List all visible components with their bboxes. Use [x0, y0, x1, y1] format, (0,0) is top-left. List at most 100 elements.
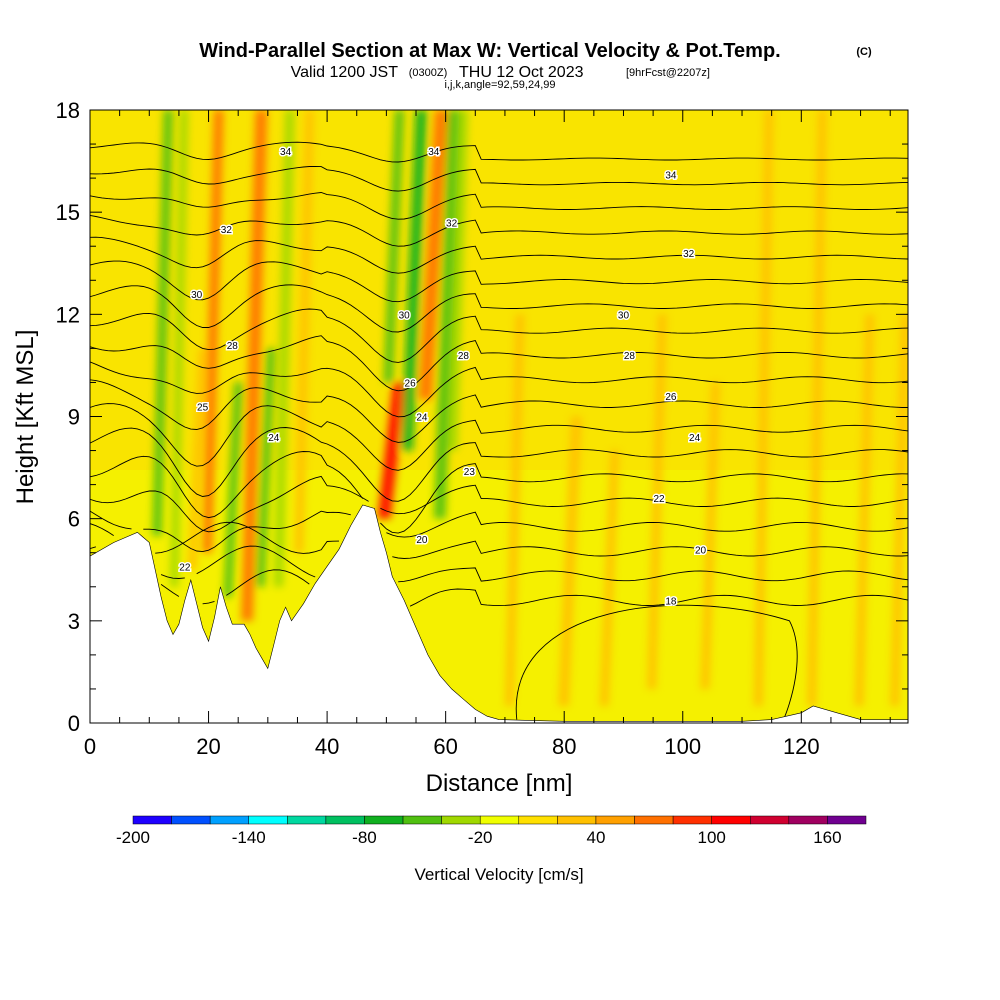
y-tick-label: 15: [56, 200, 80, 225]
colorbar-swatch: [209, 815, 249, 825]
isentrope-label: 22: [179, 562, 191, 573]
colorbar-tick-label: 100: [697, 828, 725, 847]
x-tick-label: 40: [315, 734, 339, 759]
isentrope-line: [90, 192, 908, 220]
colorbar-swatch: [518, 815, 558, 825]
velocity-band: [273, 110, 295, 587]
colorbar-swatch: [325, 815, 365, 825]
isentrope-label: 28: [458, 351, 470, 362]
plot-area: 34 34 34 32 32 32 30 30 30 28 28 28 26 26 25 24 24 24 23 22…: [90, 110, 908, 723]
colorbar-swatch: [788, 815, 828, 825]
y-tick-label: 12: [56, 302, 80, 327]
subtitle-valid: Valid 1200 JST: [291, 64, 399, 81]
colorbar-swatch: [711, 815, 751, 825]
subtitle-date: THU 12 Oct 2023: [459, 64, 584, 81]
velocity-band: [807, 110, 827, 706]
isentrope-label: 30: [618, 310, 630, 321]
velocity-band: [433, 110, 460, 519]
isentrope-label: 26: [405, 378, 417, 389]
isentrope-line: [90, 165, 908, 192]
velocity-band: [504, 314, 525, 706]
isentrope-line: [90, 403, 908, 471]
velocity-band: [890, 314, 908, 706]
isentrope-line: [90, 427, 908, 502]
colorbar-swatch: [132, 815, 172, 825]
isentrope-label: 34: [428, 147, 440, 158]
x-tick-label: 120: [783, 734, 820, 759]
subtitle-forecast: [9hrFcst@2207z]: [626, 67, 710, 79]
velocity-band: [383, 110, 405, 383]
x-tick-label: 20: [196, 734, 220, 759]
colorbar-tick-label: -140: [232, 828, 266, 847]
isentrope-line: [515, 604, 798, 720]
isentrope-line: [90, 308, 908, 363]
isentrope-label: 25: [197, 402, 209, 413]
velocity-band: [401, 110, 428, 451]
isentrope-line: [90, 379, 908, 443]
x-tick-label: 0: [84, 734, 96, 759]
velocity-band: [599, 450, 620, 706]
isentrope-line: [90, 260, 908, 303]
isentrope-label: 34: [665, 171, 677, 182]
chart-indices: i,j,k,angle=92,59,24,99: [444, 79, 555, 91]
isentrope-label: 24: [416, 413, 428, 424]
chart-title-units: (C): [856, 46, 872, 58]
isentrope-labels: 34 34 34 32 32 32 30 30 30 28 28 28 26 26 25 24 24 24 23 22…: [178, 145, 708, 609]
x-axis-label: Distance [nm]: [426, 770, 573, 797]
velocity-band: [647, 314, 667, 689]
isentrope-line: [90, 236, 908, 274]
isentrope-label: 26: [665, 392, 677, 403]
isentrope-label: 20: [695, 545, 707, 556]
colorbar-swatch: [750, 815, 790, 825]
colorbar-tick-label: -200: [116, 828, 150, 847]
terrain: [90, 504, 908, 723]
colorbar-swatch: [364, 815, 404, 825]
colorbar-swatch: [827, 815, 867, 825]
velocity-band: [202, 110, 224, 553]
subtitle-utc: (0300Z): [409, 67, 448, 79]
velocity-band: [187, 348, 208, 570]
isentrope-line: [90, 361, 908, 418]
isentrope-line: [90, 521, 908, 559]
isentrope-label: 32: [683, 249, 695, 260]
colorbar-ticks: -200 -140 -80 -20 40 100 160: [116, 828, 842, 847]
isentrope-line: [160, 569, 908, 607]
colorbar-swatch: [595, 815, 635, 825]
isentrope-line: [90, 451, 908, 534]
isentrope-label: 30: [399, 310, 411, 321]
velocity-band: [854, 314, 875, 706]
isentrope-label: 28: [624, 351, 636, 362]
x-tick-label: 60: [433, 734, 457, 759]
colorbar-swatch: [557, 815, 597, 825]
y-axis-label: Height [Kft MSL]: [12, 330, 39, 505]
colorbar-tick-label: -20: [468, 828, 493, 847]
isentrope-label: 28: [227, 341, 239, 352]
colorbar-swatch: [479, 815, 520, 825]
isentrope-line: [90, 141, 908, 163]
velocity-band: [558, 416, 582, 706]
colorbar-label: Vertical Velocity [cm/s]: [414, 865, 583, 884]
isentrope-line: [90, 335, 908, 392]
colorbar-tick-label: 160: [813, 828, 841, 847]
velocity-band: [294, 110, 315, 553]
velocity-bands: [152, 110, 908, 706]
isentropes: [90, 141, 908, 720]
x-axis: 0 20 40 60 80 100 120: [84, 110, 891, 759]
velocity-band: [448, 110, 469, 451]
colorbar: [132, 815, 867, 825]
isentrope-label: 20: [416, 535, 428, 546]
isentrope-label: 32: [221, 225, 233, 236]
y-tick-label: 18: [56, 98, 80, 123]
isentrope-line: [90, 214, 908, 247]
y-tick-label: 3: [68, 609, 80, 634]
isentrope-line: [90, 284, 908, 333]
isentrope-line: [90, 510, 908, 553]
isentrope-label: 22: [653, 494, 665, 505]
x-tick-label: 80: [552, 734, 576, 759]
isentrope-label: 23: [464, 467, 476, 478]
velocity-band: [223, 382, 243, 597]
isentrope-label: 30: [191, 290, 203, 301]
colorbar-swatch: [402, 815, 442, 825]
isentrope-label: 24: [689, 433, 701, 444]
